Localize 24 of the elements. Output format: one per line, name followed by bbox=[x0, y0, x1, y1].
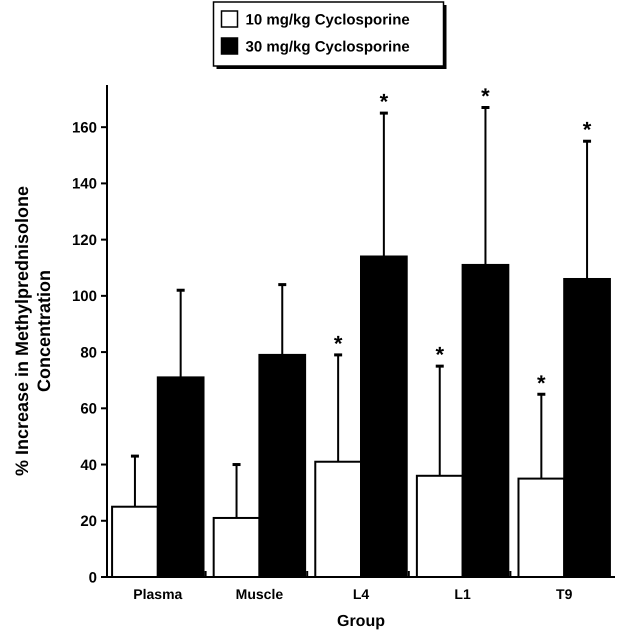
y-tick-label: 0 bbox=[88, 569, 97, 586]
y-tick-label: 20 bbox=[80, 513, 97, 530]
annotation: * bbox=[481, 83, 490, 108]
y-tick-label: 60 bbox=[80, 400, 97, 418]
y-tick-label: 160 bbox=[72, 119, 97, 136]
x-axis-title: Group bbox=[337, 613, 386, 630]
x-tick-label: L1 bbox=[454, 586, 471, 602]
legend-label: 10 mg/kg Cyclosporine bbox=[246, 11, 410, 28]
y-tick-label: 40 bbox=[80, 456, 97, 474]
x-tick-label: T9 bbox=[556, 586, 573, 602]
x-tick-label: L4 bbox=[352, 586, 370, 602]
annotation: * bbox=[435, 342, 444, 368]
y-tick-label: 100 bbox=[72, 288, 97, 306]
annotation: * bbox=[380, 89, 389, 114]
x-tick-label: Plasma bbox=[133, 586, 183, 602]
y-tick-label: 80 bbox=[80, 344, 97, 362]
x-tick-label: Muscle bbox=[236, 586, 284, 602]
y-tick-label: 120 bbox=[72, 232, 97, 249]
y-tick-label: 140 bbox=[72, 176, 97, 193]
annotation: * bbox=[582, 117, 592, 142]
legend-label: 30 mg/kg Cyclosporine bbox=[246, 38, 410, 56]
y-axis-title: % Increase in Methylprednisolone Concentration bbox=[12, 186, 54, 476]
annotation: * bbox=[334, 330, 343, 356]
annotation: * bbox=[537, 370, 546, 396]
